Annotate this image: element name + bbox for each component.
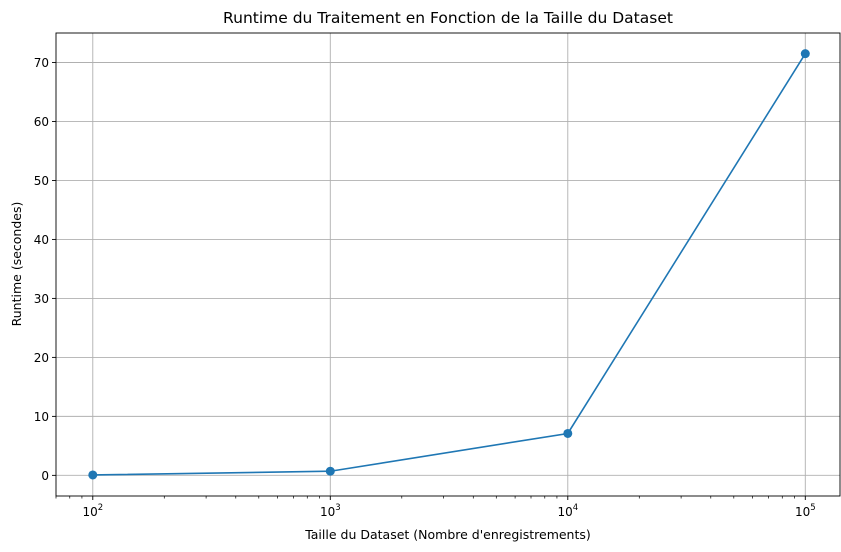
data-point	[800, 49, 810, 59]
series-line	[92, 53, 806, 476]
x-tick-label: 105	[795, 503, 816, 519]
y-tick-label: 50	[34, 174, 49, 188]
series-group	[88, 49, 810, 480]
x-tick-label: 104	[557, 503, 578, 519]
data-point	[325, 466, 335, 476]
chart-title: Runtime du Traitement en Fonction de la …	[223, 9, 673, 27]
data-point	[563, 428, 573, 438]
x-axis-ticks: 102 103 104 105	[55, 496, 816, 519]
y-axis-ticks: 0 10 20 30 40 50 60 70	[34, 56, 56, 483]
y-axis-label: Runtime (secondes)	[9, 202, 24, 327]
x-axis-label: Taille du Dataset (Nombre d'enregistreme…	[304, 527, 591, 542]
data-point	[88, 470, 98, 480]
y-tick-label: 20	[34, 351, 49, 365]
plot-frame	[55, 32, 841, 497]
y-tick-label: 40	[34, 233, 49, 247]
y-tick-label: 30	[34, 292, 49, 306]
y-tick-label: 0	[41, 469, 49, 483]
y-tick-label: 70	[34, 56, 49, 70]
y-tick-label: 60	[34, 115, 49, 129]
x-tick-label: 103	[320, 503, 341, 519]
grid-lines	[56, 33, 840, 496]
y-tick-label: 10	[34, 410, 49, 424]
x-tick-label: 102	[82, 503, 103, 519]
